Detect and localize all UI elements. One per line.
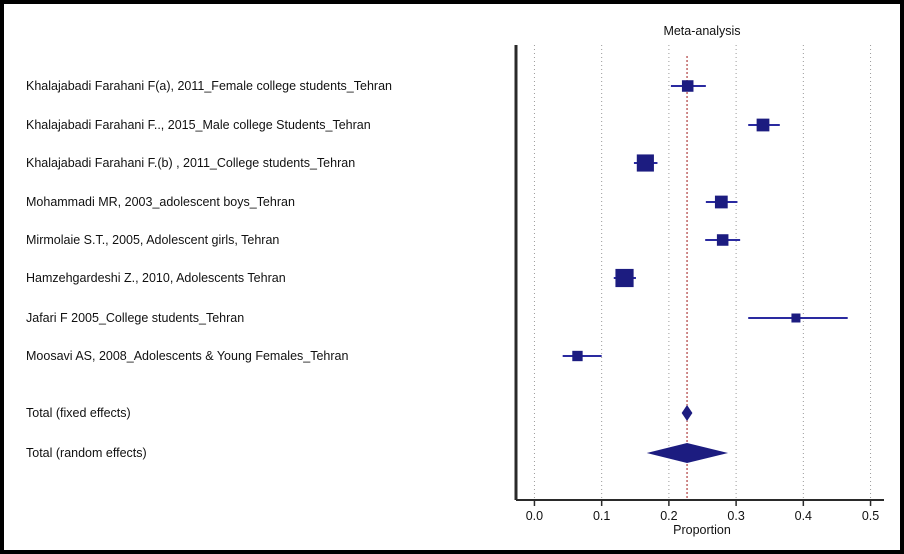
study-marker: [572, 351, 582, 361]
x-tick-label: 0.5: [862, 509, 879, 523]
study-marker: [715, 196, 728, 209]
chart-title: Meta-analysis: [663, 24, 740, 38]
study-label: Moosavi AS, 2008_Adolescents & Young Fem…: [26, 349, 348, 363]
x-tick-label: 0.3: [727, 509, 744, 523]
study-label: Khalajabadi Farahani F(a), 2011_Female c…: [26, 79, 392, 93]
total-label: Total (fixed effects): [26, 406, 131, 420]
x-tick-label: 0.4: [795, 509, 812, 523]
x-axis-title: Proportion: [673, 523, 731, 537]
study-label: Khalajabadi Farahani F.(b) , 2011_Colleg…: [26, 156, 355, 170]
study-labels: Khalajabadi Farahani F(a), 2011_Female c…: [26, 79, 392, 460]
study-label: Mohammadi MR, 2003_adolescent boys_Tehra…: [26, 195, 295, 209]
study-marker: [615, 269, 633, 287]
study-marker: [637, 154, 654, 171]
x-tick-label: 0.2: [660, 509, 677, 523]
study-marker: [717, 234, 729, 246]
study-marker: [791, 314, 800, 323]
study-label: Khalajabadi Farahani F.., 2015_Male coll…: [26, 118, 371, 132]
study-markers: [563, 80, 848, 463]
study-label: Jafari F 2005_College students_Tehran: [26, 311, 244, 325]
x-tick-label: 0.0: [526, 509, 543, 523]
forest-plot: Meta-analysis 0.0 0.1 0.2 0.3 0.4 0.5 Khalaja…: [4, 4, 900, 550]
x-tick-label: 0.1: [593, 509, 610, 523]
study-label: Hamzehgardeshi Z., 2010, Adolescents Teh…: [26, 271, 286, 285]
total-label: Total (random effects): [26, 446, 147, 460]
study-marker: [757, 119, 770, 132]
study-label: Mirmolaie S.T., 2005, Adolescent girls, …: [26, 233, 279, 247]
gridlines: [534, 45, 870, 500]
study-marker: [682, 80, 694, 92]
x-axis-ticks: 0.0 0.1 0.2 0.3 0.4 0.5: [526, 500, 880, 523]
pooled-estimate-diamond: [647, 443, 728, 463]
pooled-estimate-diamond: [682, 405, 693, 421]
